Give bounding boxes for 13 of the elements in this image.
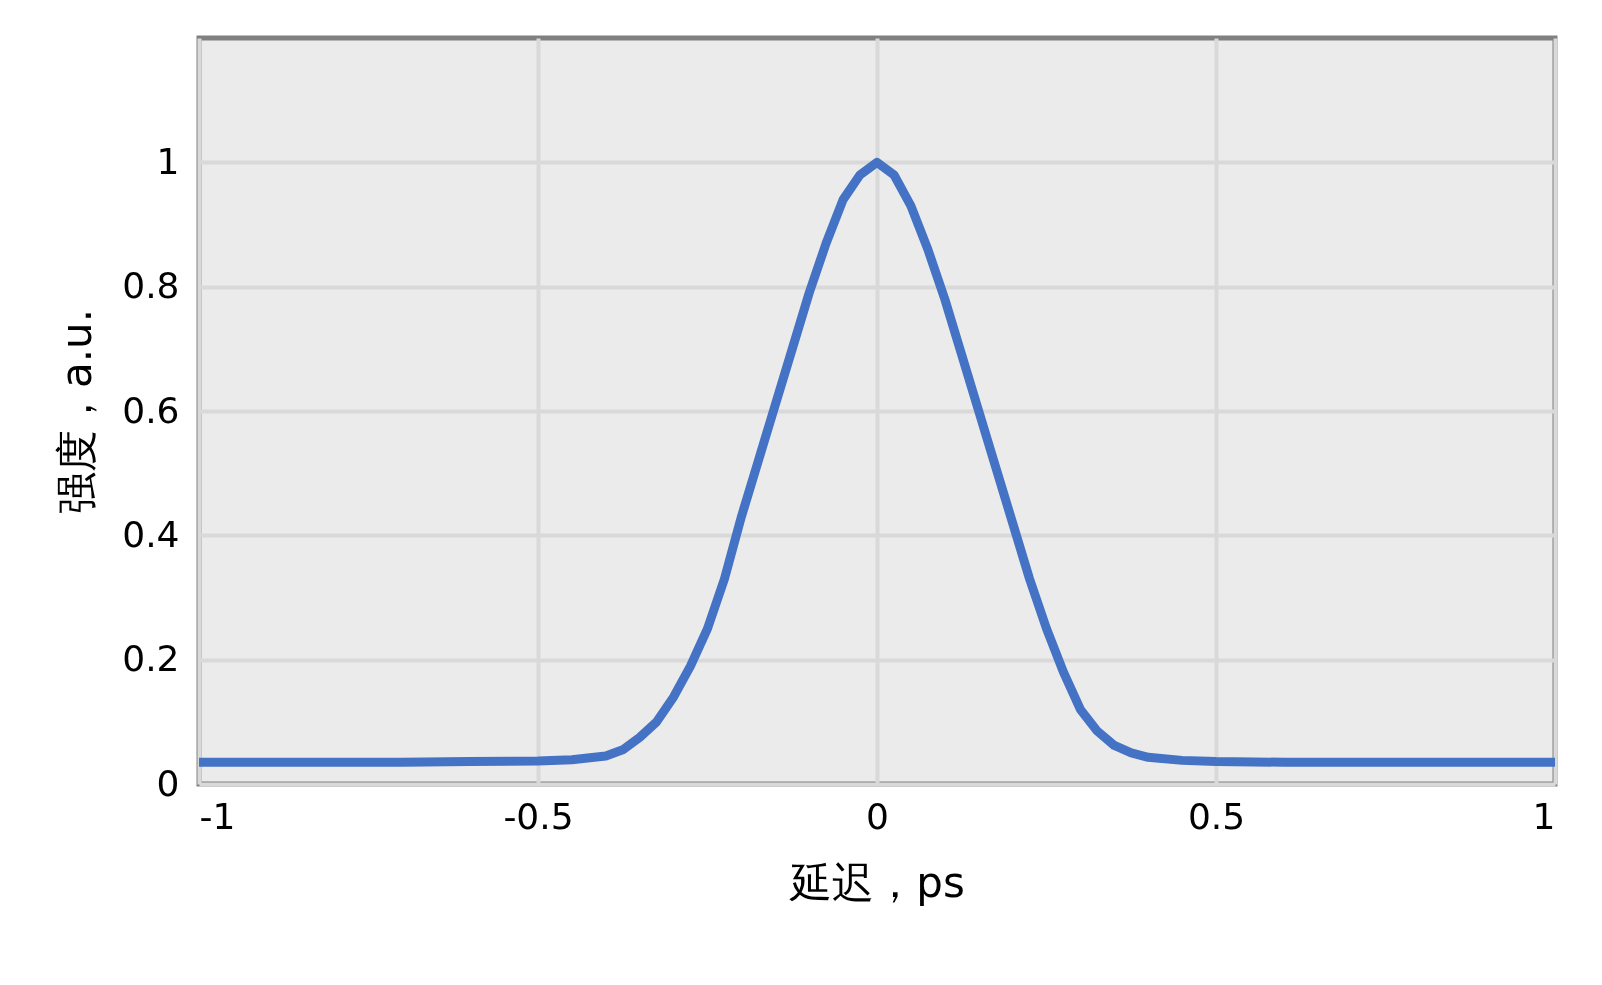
x-axis-title: 延迟，ps	[789, 857, 965, 907]
x-tick-label: 1	[1532, 795, 1556, 837]
y-tick-label: 0.8	[122, 265, 180, 307]
x-tick-label: -1	[199, 795, 236, 837]
y-tick-label: 1	[156, 140, 180, 182]
x-tick-label: 0.5	[1187, 795, 1246, 837]
x-tick-label: 0	[866, 795, 889, 837]
y-tick-label: 0	[156, 762, 180, 804]
x-tick-label: -0.5	[503, 795, 574, 837]
y-tick-label: 0.4	[122, 513, 180, 555]
y-tick-label: 0.6	[122, 389, 180, 431]
y-axis-title: 强度，a.u.	[52, 308, 102, 515]
y-tick-label: 0.2	[122, 638, 180, 680]
